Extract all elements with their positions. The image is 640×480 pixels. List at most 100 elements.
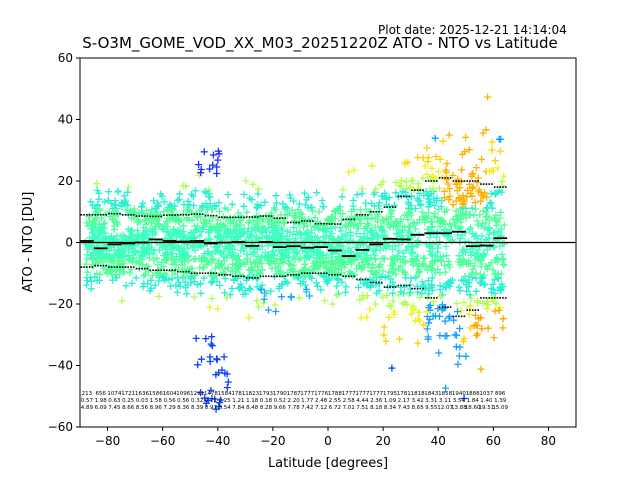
std-lower-dot <box>436 297 438 299</box>
data-point <box>314 263 322 271</box>
stat-label: 0.56 <box>163 398 176 404</box>
data-point <box>254 203 262 211</box>
data-point <box>396 262 404 270</box>
std-lower-dot <box>331 274 333 276</box>
std-lower-dot <box>207 272 209 274</box>
data-point <box>367 267 375 275</box>
std-lower-dot <box>292 274 295 276</box>
data-point <box>314 282 321 290</box>
data-point <box>353 240 361 248</box>
std-upper-dot <box>447 177 449 179</box>
data-point <box>197 389 205 397</box>
stat-label: 2.17 <box>398 398 411 404</box>
data-point <box>92 224 100 232</box>
std-lower-dot <box>193 272 196 274</box>
data-point <box>475 315 483 323</box>
stat-label: 8.48 <box>246 405 259 411</box>
data-point <box>439 252 447 260</box>
data-point <box>342 230 350 238</box>
std-lower-dot <box>88 266 91 268</box>
data-point <box>158 224 166 232</box>
stat-label: 7.51 <box>356 405 368 411</box>
std-upper-dot <box>284 217 287 219</box>
data-point <box>403 301 411 308</box>
data-point <box>404 244 412 252</box>
std-upper-dot <box>499 186 501 188</box>
std-lower-dot <box>502 297 504 299</box>
data-point <box>284 211 291 219</box>
stat-label: 18.60 <box>465 405 481 411</box>
data-point <box>420 281 428 289</box>
data-point <box>485 213 493 221</box>
data-point <box>389 261 397 269</box>
data-point <box>208 342 216 350</box>
data-point <box>399 249 407 257</box>
data-point <box>290 223 298 231</box>
data-point <box>387 302 395 310</box>
data-point <box>160 252 168 260</box>
data-point <box>362 223 370 231</box>
data-point <box>348 260 356 268</box>
data-point <box>117 245 125 253</box>
data-point <box>297 234 305 242</box>
data-point <box>428 164 436 172</box>
data-point <box>260 295 268 303</box>
data-point <box>197 242 205 250</box>
stat-label: 1823 <box>245 391 259 397</box>
data-point <box>481 280 489 288</box>
data-point <box>233 275 241 282</box>
data-point <box>202 200 210 208</box>
data-point <box>491 271 499 279</box>
data-point <box>170 215 178 223</box>
stat-label: 1.40 <box>480 398 493 404</box>
data-point <box>491 289 499 297</box>
data-point <box>488 167 496 175</box>
data-point <box>478 232 486 240</box>
data-point <box>391 201 398 209</box>
data-point <box>469 183 477 191</box>
std-lower-dot <box>245 277 248 279</box>
data-point <box>209 214 217 222</box>
data-point <box>213 163 221 171</box>
data-point <box>460 395 468 402</box>
std-lower-dot <box>422 287 424 290</box>
data-point <box>412 274 420 282</box>
data-point <box>385 313 393 321</box>
data-point <box>371 300 379 308</box>
std-lower-dot <box>405 284 408 287</box>
data-point <box>370 190 378 198</box>
data-point <box>414 339 422 347</box>
data-point <box>216 282 224 289</box>
std-upper-dot <box>502 186 504 188</box>
std-lower-dot <box>223 274 226 276</box>
data-point <box>339 186 347 194</box>
data-point <box>109 276 116 284</box>
data-point <box>207 386 215 394</box>
data-point <box>154 261 162 269</box>
stat-label: 1478 <box>204 391 218 397</box>
data-point <box>224 378 232 386</box>
data-point <box>330 248 338 255</box>
data-point <box>208 250 216 258</box>
data-point <box>188 233 196 241</box>
data-point <box>335 265 343 273</box>
std-lower-dot <box>312 272 314 274</box>
data-point <box>292 249 300 257</box>
data-point <box>236 283 244 291</box>
data-point <box>349 197 357 204</box>
std-upper-dot <box>199 213 201 215</box>
data-point <box>406 289 414 297</box>
stat-label: 1776 <box>314 391 328 397</box>
data-point <box>128 279 136 287</box>
scatter-points <box>82 93 508 413</box>
data-point <box>190 255 198 263</box>
data-point <box>147 276 155 284</box>
std-upper-dot <box>270 215 273 217</box>
data-point <box>223 294 231 302</box>
data-point <box>109 256 117 264</box>
data-point <box>496 284 504 292</box>
data-point <box>407 249 415 257</box>
data-point <box>248 196 256 204</box>
data-point <box>427 243 435 251</box>
data-point <box>497 286 505 294</box>
